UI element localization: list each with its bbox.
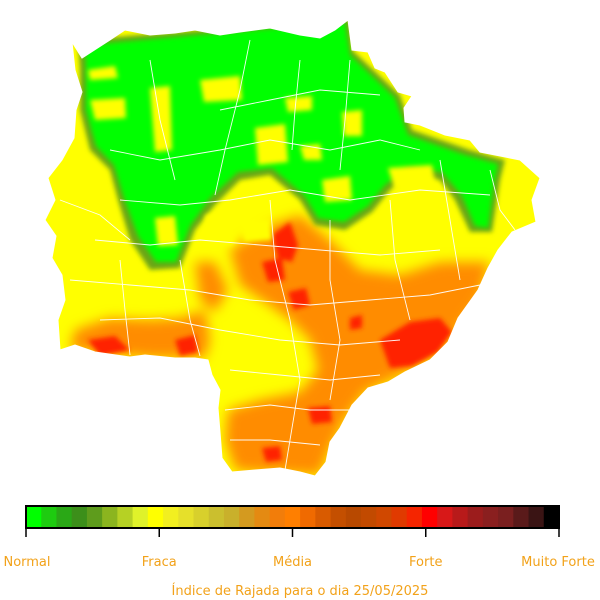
color-swatch <box>102 506 118 528</box>
color-swatch <box>86 506 103 528</box>
color-swatch <box>147 506 164 528</box>
color-swatch <box>421 506 438 528</box>
color-swatch <box>361 506 377 528</box>
scale-label: Normal <box>3 555 51 570</box>
color-swatch <box>284 506 301 528</box>
color-swatch <box>498 506 514 528</box>
color-swatch <box>330 506 347 528</box>
color-swatch <box>482 506 499 528</box>
scale-label: Forte <box>409 555 443 570</box>
color-swatch <box>163 506 179 528</box>
color-swatch <box>223 506 240 528</box>
color-swatch <box>528 506 545 528</box>
scale-label: Média <box>272 555 313 570</box>
color-swatch <box>71 506 88 528</box>
color-swatch <box>178 506 195 528</box>
color-swatch <box>345 506 362 528</box>
color-swatch <box>452 506 469 528</box>
color-swatch <box>513 506 530 528</box>
color-swatch <box>254 506 271 528</box>
color-swatch <box>26 506 42 528</box>
color-swatch <box>543 506 560 528</box>
color-swatch <box>406 506 423 528</box>
color-swatch <box>239 506 255 528</box>
color-scale-bar <box>25 505 560 537</box>
color-swatch <box>117 506 134 528</box>
color-swatch <box>269 506 286 528</box>
color-swatch <box>208 506 225 528</box>
municipal-borders <box>59 39 516 471</box>
color-swatch <box>437 506 453 528</box>
intensity-map <box>44 19 541 477</box>
color-swatch <box>300 506 316 528</box>
state-outline <box>44 19 541 477</box>
color-swatch <box>193 506 210 528</box>
color-swatch <box>41 506 57 528</box>
color-swatch <box>56 506 73 528</box>
color-swatch <box>467 506 484 528</box>
map-caption: Índice de Rajada para o dia 25/05/2025 <box>171 584 429 599</box>
color-swatch <box>315 506 332 528</box>
scale-label: Fraca <box>141 555 177 570</box>
color-swatch <box>132 506 149 528</box>
color-swatch <box>391 506 408 528</box>
scale-label: Muito Forte <box>521 555 595 570</box>
color-swatch <box>376 506 392 528</box>
